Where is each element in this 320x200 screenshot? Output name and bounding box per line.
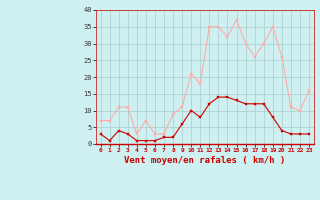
X-axis label: Vent moyen/en rafales ( km/h ): Vent moyen/en rafales ( km/h ) <box>124 156 285 165</box>
